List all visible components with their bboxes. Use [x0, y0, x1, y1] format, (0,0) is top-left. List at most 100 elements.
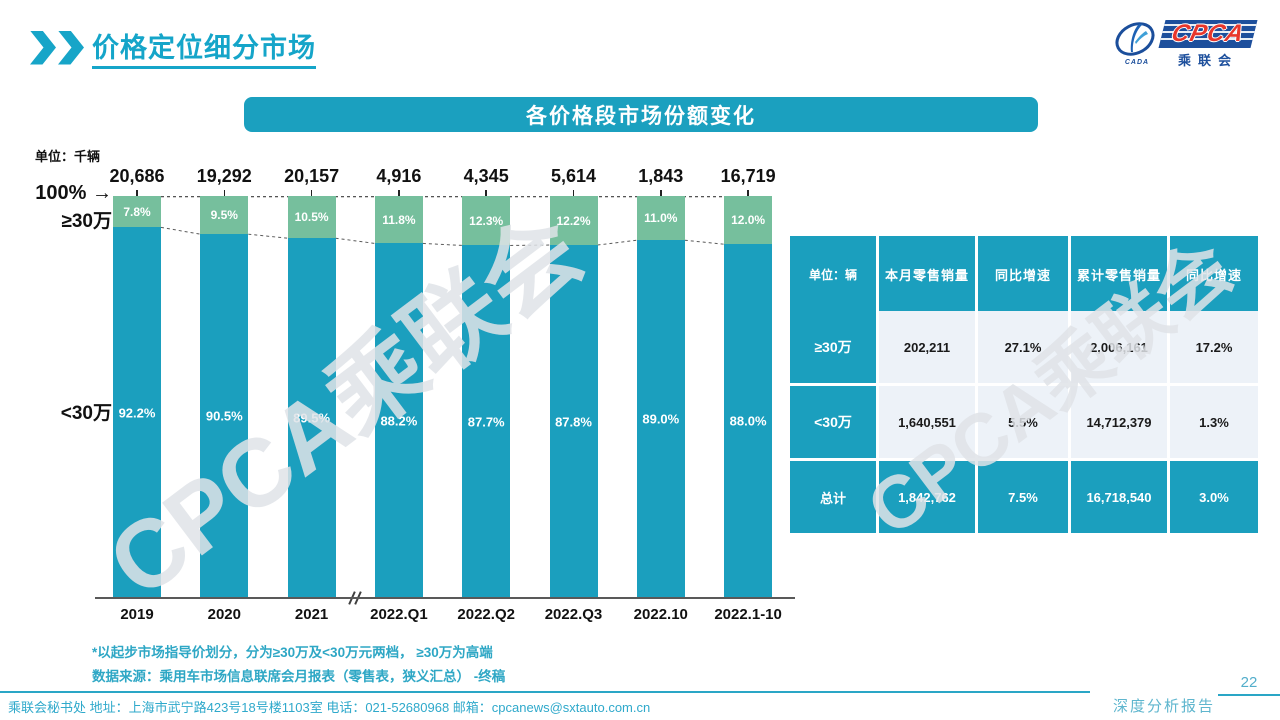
- bar-segment-ge30: 10.5%: [287, 196, 336, 239]
- table-data-cell: 16,718,540: [1071, 461, 1167, 533]
- segment-value-label: 87.8%: [555, 414, 592, 430]
- bar-total-label: 4,345: [463, 166, 509, 186]
- table-header-cell: 本月零售销量: [879, 236, 975, 312]
- bar-segment-lt30: 88.2%: [374, 243, 423, 598]
- bar-segment-ge30: 11.0%: [636, 196, 685, 241]
- x-axis-label: 2022.Q1: [370, 606, 428, 623]
- table-data-cell: 27.1%: [978, 311, 1068, 383]
- cpca-wordmark: CPCA 乘联会: [1158, 20, 1258, 69]
- x-axis-label: 2022.Q3: [544, 606, 603, 623]
- bar-segment-ge30: 12.0%: [724, 196, 773, 245]
- bar-segment-lt30: 90.5%: [200, 234, 249, 598]
- x-axis-label: 2019: [120, 606, 154, 623]
- segment-value-label: 12.3%: [469, 213, 504, 228]
- footnote-source: 数据来源：乘用车市场信息联席会月报表（零售表，狭义汇总） -终稿: [92, 669, 506, 684]
- bar-segment-ge30: 7.8%: [113, 196, 161, 228]
- series-label-lt30: <30万: [60, 403, 112, 424]
- footer-divider: [0, 691, 1090, 693]
- chevron-double-icon: [58, 30, 84, 65]
- bar-top-tick: [660, 190, 662, 196]
- stacked-bar: 11.8% 88.2%: [374, 196, 423, 598]
- segment-value-label: 88.0%: [729, 413, 767, 429]
- segment-value-label: 87.7%: [467, 414, 505, 430]
- x-axis-line: [95, 597, 795, 599]
- segment-value-label: 92.2%: [118, 405, 156, 421]
- emblem-caption: CADA: [1124, 59, 1150, 66]
- bar-segment-lt30: 89.0%: [636, 240, 685, 598]
- segment-value-label: 12.2%: [556, 213, 591, 228]
- segment-value-label: 7.8%: [123, 204, 151, 219]
- chevron-double-icon: [30, 30, 56, 65]
- cpca-logo: CADA CPCA 乘联会: [1112, 20, 1258, 69]
- report-type-label: 深度分析报告: [1113, 699, 1216, 715]
- stacked-bar: 12.3% 87.7%: [462, 196, 511, 598]
- header: 价格定位细分市场: [30, 26, 316, 69]
- footer-divider-right: [1218, 694, 1280, 696]
- x-axis-label: 2020: [207, 606, 241, 623]
- stacked-bar: 11.0% 89.0%: [636, 196, 685, 598]
- chart-title-banner: 各价格段市场份额变化: [244, 97, 1038, 132]
- footer-contact: 乘联会秘书处 地址：上海市武宁路423号18号楼1103室 电话：021-526…: [8, 700, 651, 715]
- bar-total-label: 1,843: [638, 166, 684, 186]
- bar-total-label: 20,686: [109, 166, 165, 186]
- segment-value-label: 89.0%: [642, 411, 680, 427]
- table-data-cell: 1,842,762: [879, 461, 975, 533]
- table-data-cell: 17.2%: [1170, 311, 1258, 383]
- table-row-label: <30万: [790, 386, 876, 458]
- table-header-cell: 同比增速: [978, 236, 1068, 312]
- series-label-ge30: ≥30万: [61, 211, 112, 232]
- cpca-band: CPCA: [1158, 20, 1258, 48]
- arrow-right-icon: →: [92, 182, 112, 204]
- footnote-definition: *以起步市场指导价划分，分为≥30万及<30万元两档， ≥30万为高端: [92, 645, 493, 660]
- segment-value-label: 10.5%: [294, 210, 329, 225]
- chart-plot: 20,686 7.8% 92.2% 2019 19,292 9.5% 90.5% 2020 20…: [95, 166, 795, 623]
- table-data-cell: 5.5%: [978, 386, 1068, 458]
- stacked-bar: 12.2% 87.8%: [549, 196, 598, 598]
- bar-segment-lt30: 87.8%: [549, 245, 598, 598]
- bar-top-tick: [310, 190, 313, 196]
- table-header-cell: 单位：辆: [790, 236, 876, 312]
- bar-segment-ge30: 12.3%: [462, 196, 511, 246]
- x-axis-label: 2022.10: [633, 606, 688, 623]
- bar-segment-lt30: 87.7%: [462, 245, 511, 598]
- bar-top-tick: [747, 190, 749, 196]
- bar-total-label: 16,719: [720, 166, 776, 186]
- axis-100-label: 100% →: [35, 182, 112, 204]
- bar-total-label: 4,916: [376, 166, 422, 186]
- table-row-label: ≥30万: [790, 311, 876, 383]
- x-axis-label: 2021: [294, 606, 329, 623]
- bar-total-label: 5,614: [550, 166, 597, 186]
- summary-table: 单位：辆 本月零售销量 同比增速 累计零售销量 同比增速 ≥30万 202,211 27.1%…: [790, 236, 1258, 533]
- table-row-label: 总计: [790, 461, 876, 533]
- segment-value-label: 90.5%: [205, 408, 243, 424]
- bar-total-label: 19,292: [196, 166, 252, 186]
- bar-top-tick: [485, 190, 487, 196]
- stacked-bar: 12.0% 88.0%: [724, 196, 773, 598]
- bar-top-tick: [136, 190, 138, 196]
- table-header-cell: 累计零售销量: [1071, 236, 1167, 312]
- table-data-cell: 3.0%: [1170, 461, 1258, 533]
- table-data-cell: 1,640,551: [879, 386, 975, 458]
- bar-total-label: 20,157: [284, 166, 340, 186]
- bar-segment-ge30: 12.2%: [549, 196, 598, 246]
- table-data-cell: 202,211: [879, 311, 975, 383]
- unit-label: 单位：千辆: [35, 149, 101, 164]
- stacked-bar: 10.5% 89.5%: [287, 196, 336, 598]
- bar-segment-ge30: 9.5%: [200, 196, 249, 235]
- stacked-bar: 9.5% 90.5%: [200, 196, 249, 598]
- segment-value-label: 11.0%: [644, 211, 678, 226]
- page-title: 价格定位细分市场: [92, 26, 316, 69]
- segment-value-label: 9.5%: [210, 208, 238, 223]
- table-data-cell: 1.3%: [1170, 386, 1258, 458]
- table-header-cell: 同比增速: [1170, 236, 1258, 312]
- cpca-emblem-icon: CADA: [1112, 20, 1158, 66]
- segment-value-label: 89.5%: [293, 410, 331, 426]
- x-axis-label: 2022.1-10: [714, 606, 782, 623]
- segment-value-label: 11.8%: [382, 212, 416, 227]
- segment-value-label: 88.2%: [380, 413, 418, 429]
- page-number: 22: [1240, 674, 1258, 691]
- bar-segment-lt30: 92.2%: [113, 227, 161, 598]
- table-data-cell: 2,006,161: [1071, 311, 1167, 383]
- table-data-cell: 7.5%: [978, 461, 1068, 533]
